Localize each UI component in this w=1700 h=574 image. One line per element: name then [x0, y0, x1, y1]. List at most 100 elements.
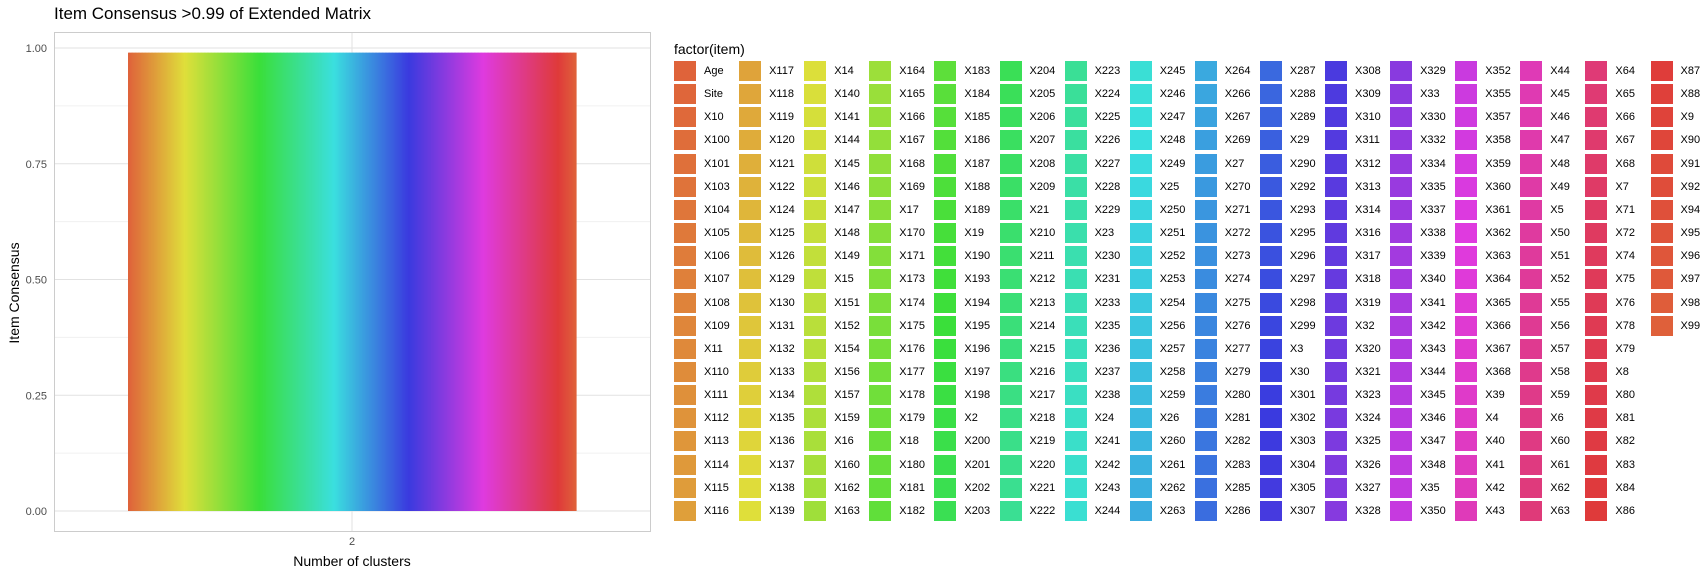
- legend-label-X51: X51: [1550, 250, 1570, 263]
- legend-key-X337: [1390, 199, 1413, 220]
- bar-segment-X56: [517, 52, 520, 511]
- legend-label-X88: X88: [1680, 88, 1700, 101]
- legend-key-X44: [1520, 61, 1543, 81]
- legend-key-X88: [1650, 84, 1673, 105]
- legend-label-X156: X156: [834, 365, 860, 378]
- legend-key-X26: [1129, 408, 1152, 429]
- legend-label-X82: X82: [1615, 435, 1635, 448]
- legend-label-X174: X174: [899, 296, 925, 309]
- legend-label-X221: X221: [1029, 481, 1056, 494]
- bar-segment-X90: [563, 52, 566, 511]
- bar-segment-X216: [290, 52, 293, 511]
- bar-segment-X6: [522, 52, 525, 511]
- legend-label-X338: X338: [1420, 227, 1446, 240]
- legend-key-X210: [999, 223, 1022, 244]
- legend-label-X295: X295: [1289, 227, 1316, 240]
- bar-segment-X44: [501, 52, 504, 511]
- bar-segment-X209: [278, 52, 281, 511]
- legend-label-X130: X130: [769, 296, 795, 309]
- legend-label-X17: X17: [899, 203, 919, 216]
- legend-label-X113: X113: [704, 435, 729, 448]
- legend-key-X149: [804, 246, 827, 267]
- legend-label-X347: X347: [1420, 435, 1446, 448]
- legend-key-X249: [1129, 153, 1152, 174]
- bar-segment-X258: [347, 52, 350, 511]
- bar-segment-X78: [545, 52, 548, 511]
- bar-segment-Site: [129, 52, 132, 511]
- legend-key-X75: [1585, 269, 1608, 290]
- bar-segment-X314: [423, 52, 426, 511]
- bar-segment-X326: [439, 52, 442, 511]
- bar-segment-X358: [476, 52, 479, 511]
- legend-key-X168: [869, 153, 892, 174]
- bar-segment-X288: [387, 52, 390, 511]
- bar-segment-X237: [318, 52, 322, 511]
- legend-key-X252: [1129, 246, 1152, 267]
- legend-label-X141: X141: [834, 111, 860, 124]
- legend-label-X67: X67: [1615, 134, 1635, 147]
- legend-key-X231: [1064, 269, 1087, 290]
- legend-key-X250: [1129, 199, 1152, 220]
- legend-key-X182: [869, 500, 892, 521]
- legend-label-X285: X285: [1224, 481, 1251, 494]
- legend-label-X350: X350: [1420, 504, 1446, 517]
- legend-key-X173: [869, 269, 892, 290]
- bar-segment-X200: [265, 52, 268, 511]
- legend-key-X214: [999, 315, 1022, 336]
- legend-label-X97: X97: [1680, 273, 1700, 286]
- bar-segment-X101: [133, 52, 136, 511]
- legend-key-X320: [1325, 338, 1347, 359]
- legend-label-X281: X281: [1224, 412, 1251, 425]
- legend-key-X355: [1455, 84, 1478, 105]
- bar-segment-X138: [182, 52, 185, 511]
- legend-label-X120: X120: [769, 134, 795, 147]
- legend-label-X59: X59: [1550, 389, 1570, 402]
- legend-label-X288: X288: [1289, 88, 1316, 101]
- legend-key-X308: [1325, 61, 1347, 81]
- legend-label-X320: X320: [1355, 342, 1381, 355]
- legend-key-X202: [934, 477, 957, 498]
- bar-segment-X182: [241, 52, 244, 511]
- bar-segment-X266: [359, 52, 362, 511]
- legend-label-X229: X229: [1094, 203, 1121, 216]
- bar-segment-X275: [372, 52, 375, 511]
- legend-key-X201: [934, 454, 957, 475]
- bar-segment-X125: [166, 52, 169, 511]
- bar-segment-X303: [409, 52, 412, 511]
- bar-segment-X319: [429, 52, 432, 511]
- bar-segment-X211: [283, 52, 286, 511]
- legend-label-X272: X272: [1224, 227, 1251, 240]
- legend-key-X152: [804, 315, 827, 336]
- legend-key-X319: [1325, 292, 1347, 313]
- legend-key-X205: [999, 84, 1022, 105]
- legend-label-X68: X68: [1615, 157, 1635, 170]
- legend-key-X328: [1325, 500, 1347, 521]
- legend-label-X348: X348: [1420, 458, 1446, 471]
- bar-segment-X129: [169, 52, 172, 511]
- legend-label-X223: X223: [1094, 65, 1121, 77]
- bar-segment-X298: [400, 52, 403, 511]
- legend-key-X260: [1129, 431, 1152, 452]
- legend-key-X194: [934, 292, 957, 313]
- legend-label-X106: X106: [704, 250, 730, 263]
- bar-segment-X227: [306, 52, 309, 511]
- legend-label-X209: X209: [1029, 180, 1056, 193]
- legend-label-X269: X269: [1224, 134, 1251, 147]
- y-tick-label: 0.25: [26, 390, 47, 402]
- legend-key-X131: [739, 315, 762, 336]
- legend-key-X254: [1129, 292, 1152, 313]
- legend-key-X223: [1064, 61, 1087, 81]
- bar-segment-X272: [367, 52, 370, 511]
- legend-label-X357: X357: [1485, 111, 1511, 124]
- bar-segment-X342: [459, 52, 462, 511]
- bar-segment-X21: [280, 52, 283, 511]
- legend-key-X94: [1650, 199, 1673, 220]
- legend-key-X130: [739, 292, 762, 313]
- bar-segment-X148: [195, 52, 198, 511]
- bar-segment-X165: [215, 52, 218, 511]
- legend-label-X329: X329: [1420, 65, 1446, 77]
- legend-label-X52: X52: [1550, 273, 1570, 286]
- legend-label-X3: X3: [1289, 342, 1304, 355]
- bar-segment-X119: [159, 52, 162, 511]
- bar-segment-X260: [352, 52, 355, 511]
